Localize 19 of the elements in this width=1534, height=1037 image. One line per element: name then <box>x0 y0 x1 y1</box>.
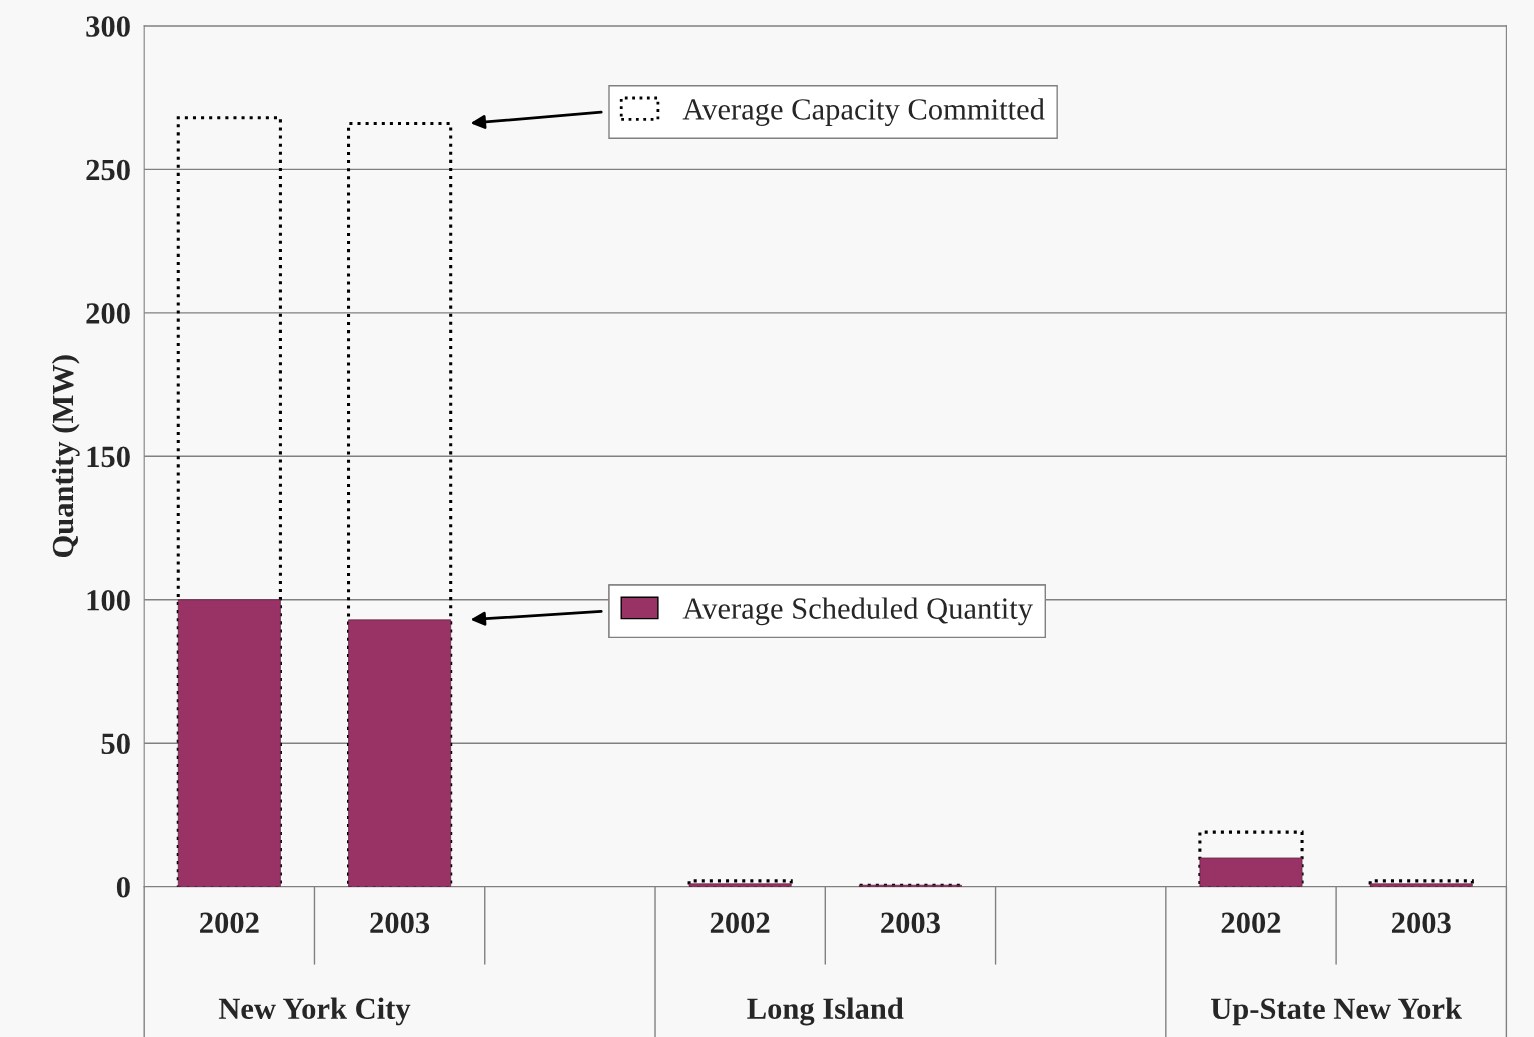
y-tick-label: 150 <box>87 446 130 468</box>
text: Up-State New York <box>1211 997 1462 1026</box>
text: New York City <box>218 997 411 1026</box>
x-tick-label: 2003 <box>370 912 430 934</box>
y-tick-label: 100 <box>87 590 130 611</box>
y-tick-label: 300 <box>86 16 130 37</box>
y-tick-label: 250 <box>86 159 130 181</box>
y-tick-label: 200 <box>86 303 130 324</box>
y-tick-label: 0 <box>116 876 130 898</box>
x-tick-label: 2003 <box>1391 912 1451 934</box>
legend-label: Average Scheduled Quantity <box>682 597 1033 626</box>
y-tick-label: 50 <box>101 733 130 755</box>
x-tick-label: 2002 <box>710 912 770 934</box>
x-tick-label: 2002 <box>1221 912 1281 934</box>
x-tick-label: 2002 <box>200 912 259 934</box>
x-tick-label: 2003 <box>881 912 940 934</box>
y-axis-title: Quantity (MW) <box>51 355 80 558</box>
legend-label: Average Capacity Committed <box>682 98 1045 126</box>
text: Long Island <box>747 997 904 1026</box>
